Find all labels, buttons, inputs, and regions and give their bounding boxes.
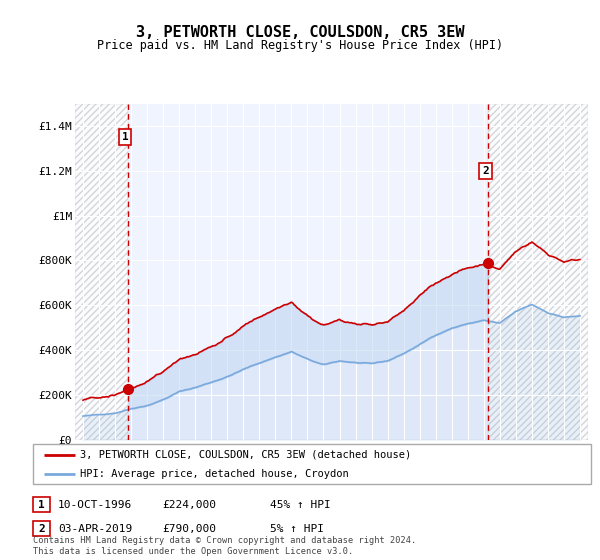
Bar — [75, 104, 128, 440]
Text: 2: 2 — [38, 524, 45, 534]
Text: 3, PETWORTH CLOSE, COULSDON, CR5 3EW (detached house): 3, PETWORTH CLOSE, COULSDON, CR5 3EW (de… — [80, 450, 412, 460]
Text: HPI: Average price, detached house, Croydon: HPI: Average price, detached house, Croy… — [80, 469, 349, 478]
Text: 1: 1 — [38, 500, 45, 510]
Text: 3, PETWORTH CLOSE, COULSDON, CR5 3EW: 3, PETWORTH CLOSE, COULSDON, CR5 3EW — [136, 25, 464, 40]
Text: 5% ↑ HPI: 5% ↑ HPI — [270, 524, 324, 534]
Text: Contains HM Land Registry data © Crown copyright and database right 2024.
This d: Contains HM Land Registry data © Crown c… — [33, 536, 416, 556]
Text: £224,000: £224,000 — [162, 500, 216, 510]
Bar — [488, 104, 588, 440]
Text: 2: 2 — [482, 166, 489, 176]
Text: £790,000: £790,000 — [162, 524, 216, 534]
Text: 03-APR-2019: 03-APR-2019 — [58, 524, 133, 534]
Text: 10-OCT-1996: 10-OCT-1996 — [58, 500, 133, 510]
Text: 45% ↑ HPI: 45% ↑ HPI — [270, 500, 331, 510]
Text: 1: 1 — [122, 132, 128, 142]
Text: Price paid vs. HM Land Registry's House Price Index (HPI): Price paid vs. HM Land Registry's House … — [97, 39, 503, 53]
